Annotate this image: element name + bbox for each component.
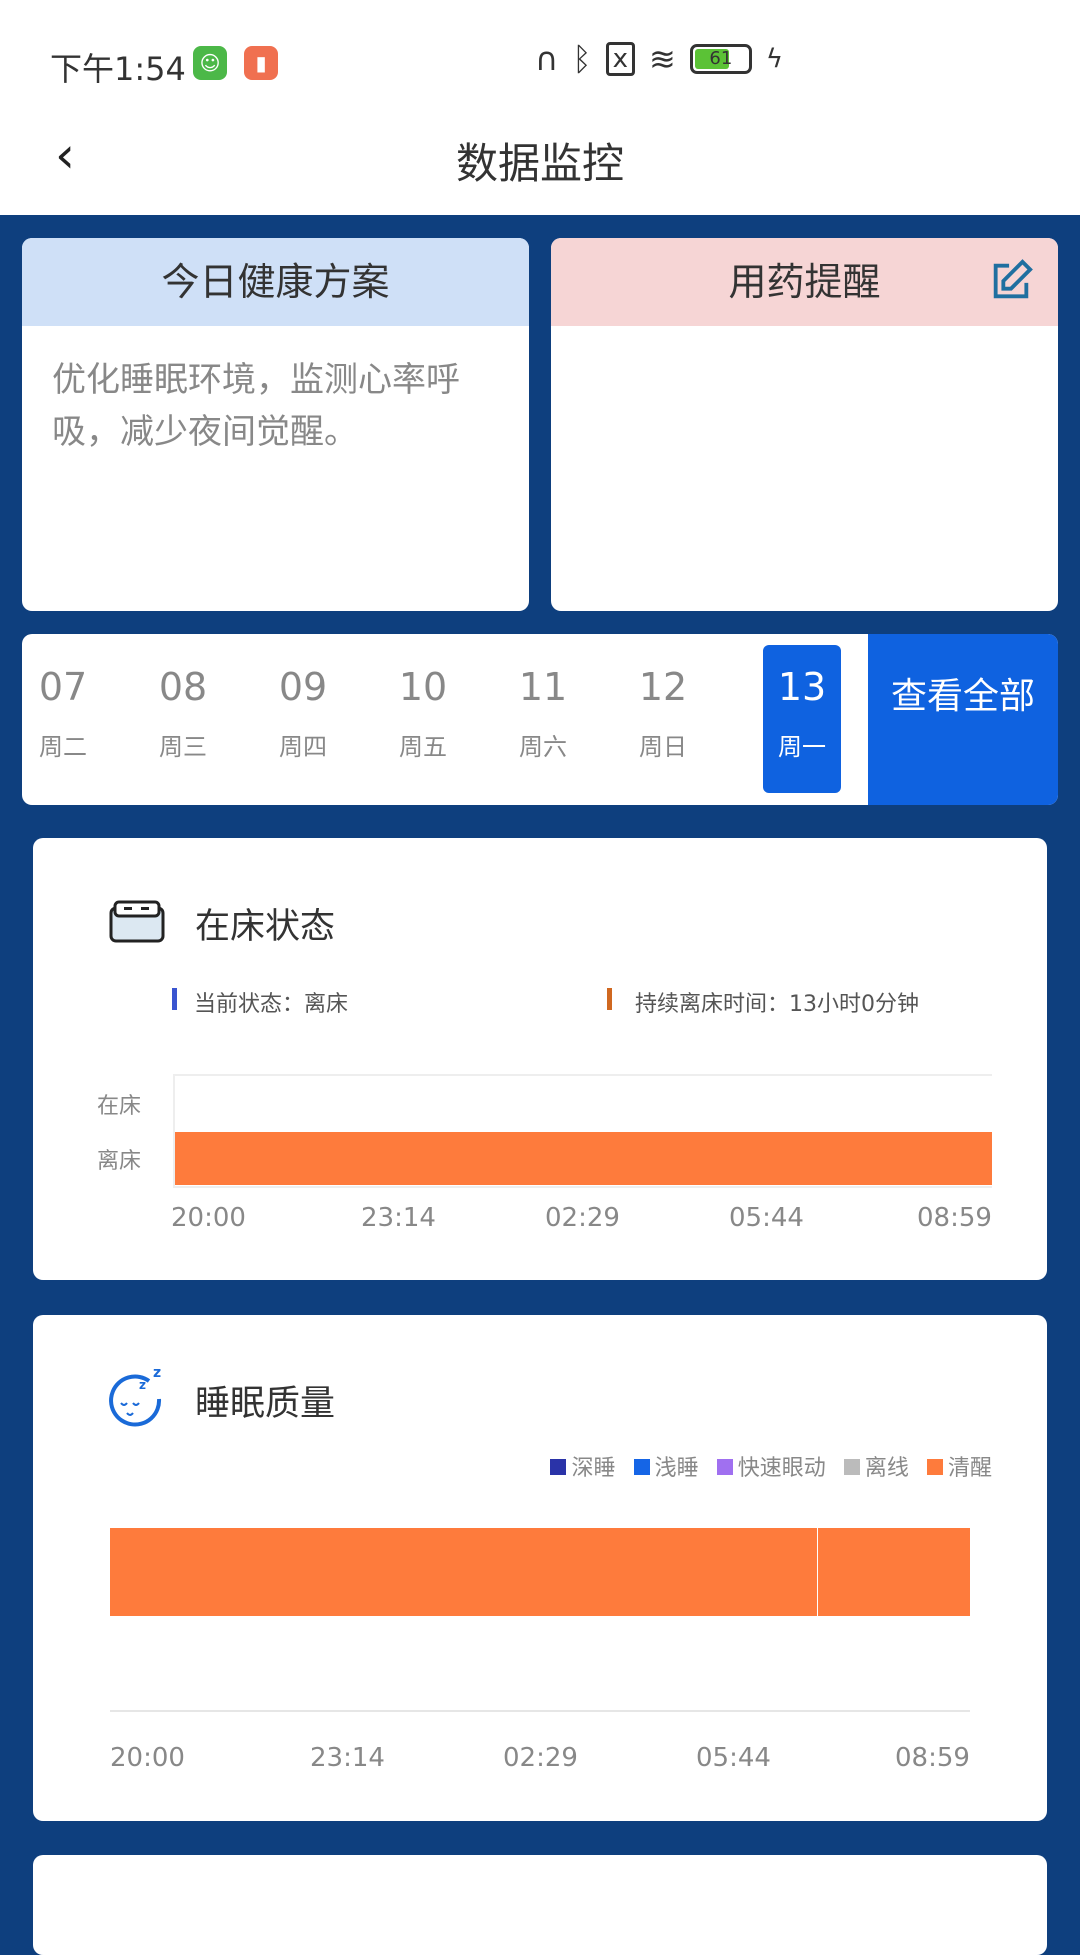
status-icons: ∩ ᛒ x ≋ 61 ϟ (535, 40, 783, 78)
duration-marker (607, 988, 612, 1010)
x-tick: 23:14 (361, 1203, 436, 1233)
x-tick: 08:59 (917, 1203, 992, 1233)
page-title: 数据监控 (455, 139, 624, 188)
x-tick: 20:00 (171, 1203, 246, 1233)
x-tick: 05:44 (729, 1203, 804, 1233)
legend-offline: 离线 (843, 1450, 909, 1482)
date-item-selected[interactable]: 13 周一 (763, 645, 841, 793)
bed-chart-bar-away (175, 1132, 992, 1185)
date-item[interactable]: 09 周四 (278, 665, 328, 761)
legend-deep: 深睡 (550, 1450, 616, 1482)
sleep-chart-baseline (110, 1710, 970, 1712)
date-item[interactable]: 12 周日 (638, 665, 688, 761)
sleep-legend: 深睡 浅睡 快速眼动 离线 清醒 (550, 1450, 992, 1482)
x-tick: 02:29 (545, 1203, 620, 1233)
x-tick: 23:14 (310, 1743, 385, 1773)
x-tick: 20:00 (110, 1743, 185, 1773)
bed-icon (109, 900, 165, 943)
date-selector: 07 周二 08 周三 09 周四 10 周五 11 周六 12 周日 13 周一 查看全部 (22, 634, 1058, 805)
bluetooth-icon: ᛒ (572, 40, 592, 78)
sleep-bar-awake (110, 1528, 817, 1616)
bed-status-title: 在床状态 (195, 907, 336, 947)
legend-awake: 清醒 (926, 1450, 992, 1482)
edit-icon[interactable] (988, 258, 1034, 304)
health-plan-card: 今日健康方案 优化睡眠环境，监测心率呼吸，减少夜间觉醒。 (22, 238, 529, 611)
sleep-quality-title: 睡眠质量 (195, 1384, 336, 1424)
top-bar (0, 0, 1080, 215)
x-tick: 05:44 (696, 1743, 771, 1773)
charging-icon: ϟ (765, 44, 783, 74)
sleep-face-icon: zz (109, 1365, 161, 1427)
y-label-out-bed: 离床 (97, 1149, 142, 1174)
current-status-marker (172, 988, 177, 1010)
svg-text:z: z (139, 1378, 146, 1392)
medicine-reminder-card: 用药提醒 (551, 238, 1058, 611)
app-notification-icon: ☺ (193, 46, 227, 80)
back-button[interactable]: ‹ (55, 126, 75, 184)
legend-light: 浅睡 (633, 1450, 699, 1482)
legend-rem: 快速眼动 (716, 1450, 826, 1482)
y-label-in-bed: 在床 (97, 1094, 142, 1119)
date-item[interactable]: 08 周三 (158, 665, 208, 761)
trash-notification-icon: ▮ (244, 46, 278, 80)
sleep-bar-awake (818, 1528, 970, 1616)
view-all-button[interactable]: 查看全部 (868, 634, 1058, 805)
battery-icon: 61 (689, 44, 752, 74)
away-duration: 持续离床时间：13小时0分钟 (635, 992, 919, 1017)
next-card (33, 1855, 1047, 1955)
date-item[interactable]: 07 周二 (38, 665, 88, 761)
wifi-icon: ≋ (649, 40, 676, 78)
health-plan-text: 优化睡眠环境，监测心率呼吸，减少夜间觉醒。 (52, 360, 460, 452)
date-item[interactable]: 10 周五 (398, 665, 448, 761)
health-plan-title: 今日健康方案 (22, 238, 529, 326)
bed-chart-plot (173, 1074, 992, 1188)
svg-text:z: z (153, 1365, 161, 1381)
bed-status-card: 在床状态 当前状态：离床 持续离床时间：13小时0分钟 在床 离床 20:00 … (33, 838, 1047, 1280)
current-status: 当前状态：离床 (194, 992, 349, 1017)
x-tick: 02:29 (503, 1743, 578, 1773)
headphones-icon: ∩ (535, 40, 559, 78)
date-item[interactable]: 11 周六 (518, 665, 568, 761)
no-sim-icon: x (605, 42, 636, 76)
status-time: 下午1:54 (50, 50, 186, 88)
medicine-reminder-title: 用药提醒 (551, 238, 1058, 326)
x-tick: 08:59 (895, 1743, 970, 1773)
